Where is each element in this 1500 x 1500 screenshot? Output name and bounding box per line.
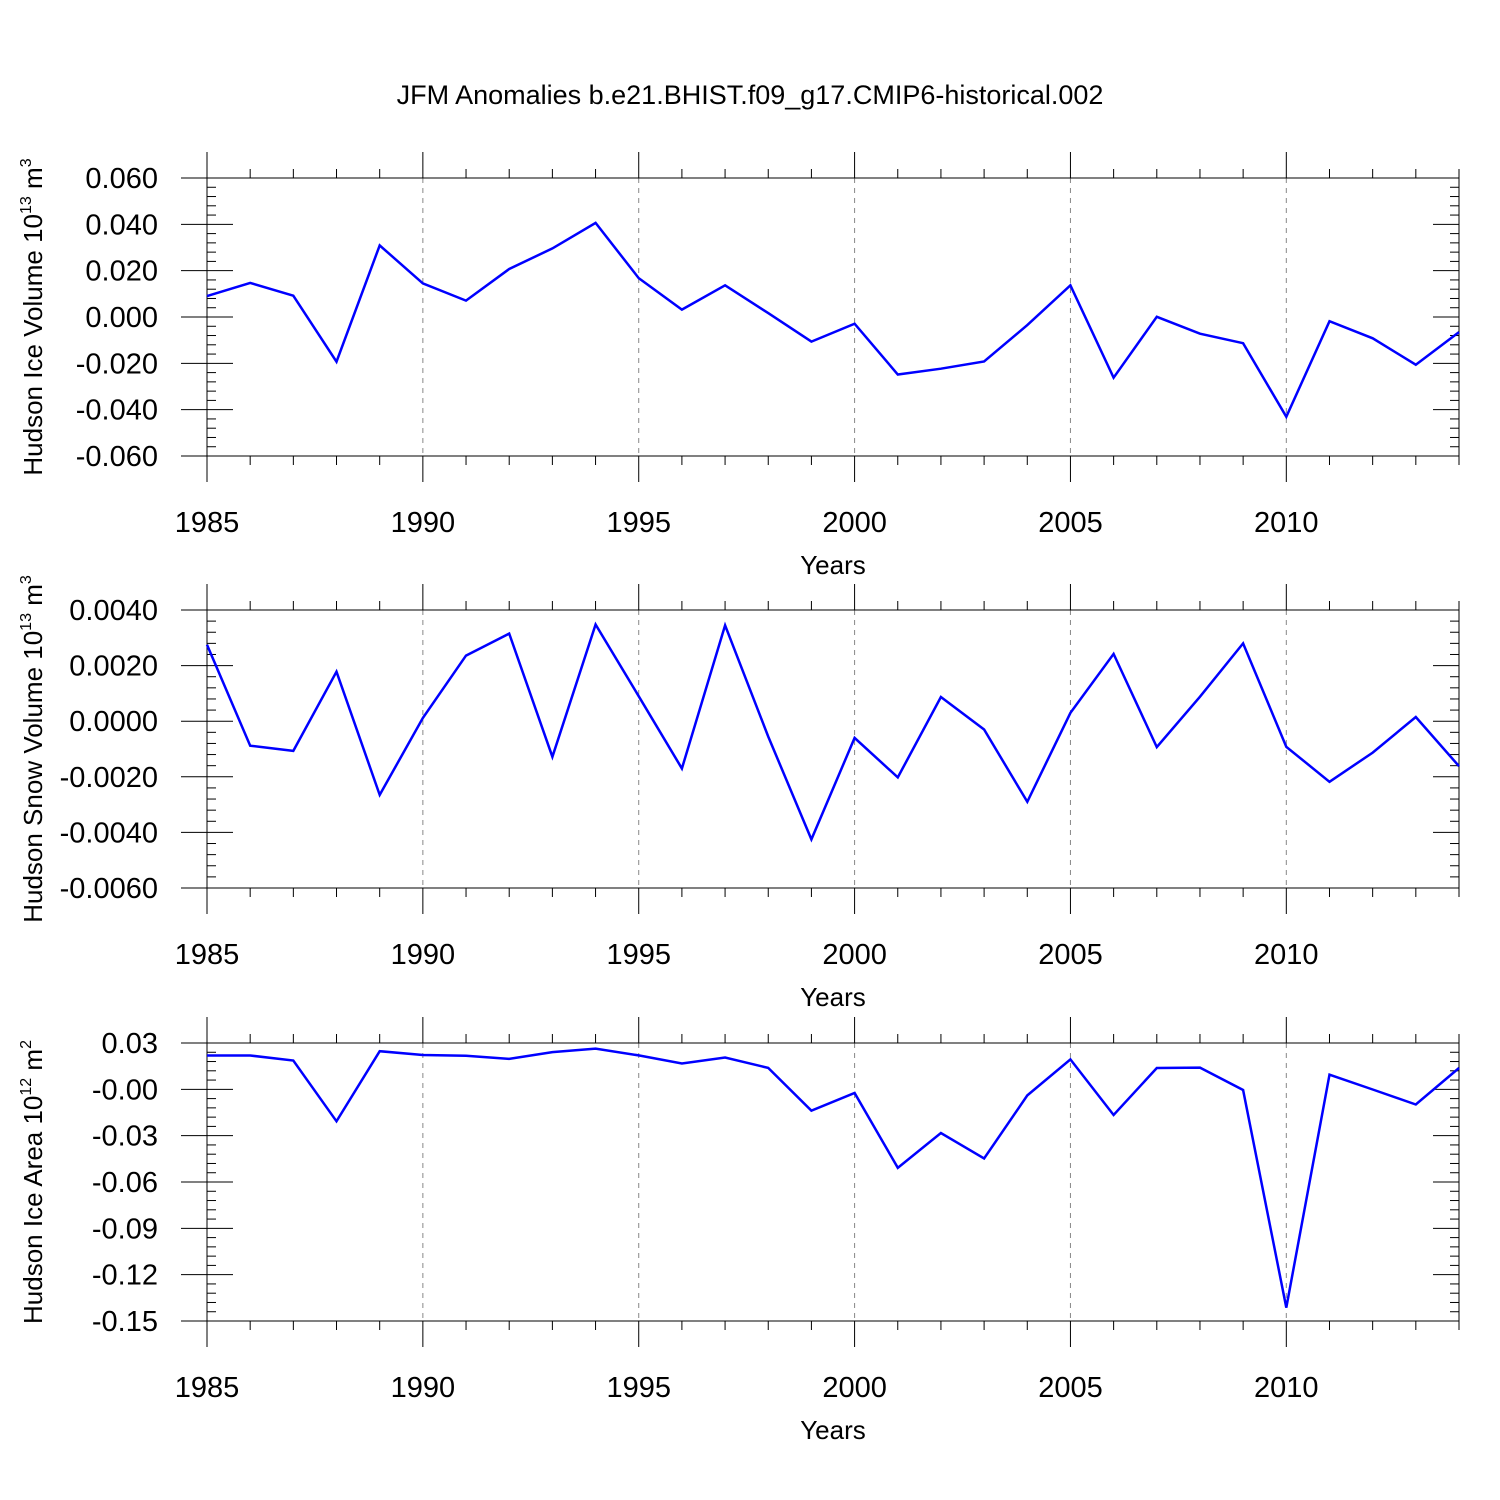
x-tick-label: 1985 (175, 939, 240, 971)
x-tick-label: 2005 (1038, 1372, 1103, 1404)
y-tick-label: 0.0020 (69, 651, 158, 683)
x-tick-label: 2000 (822, 507, 887, 539)
series-line (205, 621, 1460, 843)
y-axis-title-unit: m (18, 1049, 48, 1078)
y-axis-title-base: Hudson Ice Area 10 (18, 1096, 48, 1324)
y-axis-title-unit: m (18, 584, 48, 613)
x-tick-label: 2010 (1254, 1372, 1319, 1404)
panel-ice-area: 0.03 -0.00 -0.03 -0.06 -0.09 -0.12 -0.15 1985 19… (18, 1017, 1460, 1445)
figure-title: JFM Anomalies b.e21.BHIST.f09_g17.CMIP6-… (397, 80, 1104, 110)
y-axis-title-exponent: 13 (18, 613, 35, 631)
x-tick-label: 2000 (822, 1372, 887, 1404)
y-tick-label: 0.060 (85, 163, 158, 195)
x-tick-label: 1995 (606, 507, 671, 539)
x-tick-label: 1995 (606, 939, 671, 971)
x-tick-label: 1985 (175, 1372, 240, 1404)
x-tick-label: 2005 (1038, 939, 1103, 971)
y-tick-label: -0.15 (92, 1306, 158, 1338)
y-tick-label: -0.0060 (60, 873, 158, 905)
y-tick-label: 0.040 (85, 209, 158, 241)
x-axis-title: Years (800, 982, 866, 1012)
y-tick-label: -0.09 (92, 1213, 158, 1245)
x-tick-label: 2010 (1254, 507, 1319, 539)
x-axis-title: Years (800, 550, 866, 580)
y-tick-label: -0.00 (92, 1074, 158, 1106)
series-line (207, 1047, 1460, 1308)
y-tick-label: 0.0000 (69, 706, 158, 738)
y-tick-label: -0.0020 (60, 762, 158, 794)
y-tick-label: -0.03 (92, 1121, 158, 1153)
y-tick-label: -0.0040 (60, 817, 158, 849)
y-tick-label: -0.020 (76, 348, 158, 380)
y-tick-label: -0.12 (92, 1260, 158, 1292)
x-tick-label: 1985 (175, 507, 240, 539)
x-axis-title: Years (800, 1415, 866, 1445)
plot-frame (206, 177, 1460, 457)
y-axis-title-unit-exponent: 3 (18, 575, 35, 584)
y-axis-title: Hudson Ice Volume 1013 m3 (18, 158, 48, 475)
x-tick-label: 1990 (391, 939, 456, 971)
plot-frame (206, 609, 1460, 889)
y-tick-label: 0.000 (85, 302, 158, 334)
panel-snow-volume: 0.0040 0.0020 0.0000 -0.0020 -0.0040 -0.0060 1… (18, 575, 1460, 1012)
y-axis-title-base: Hudson Snow Volume 10 (18, 631, 48, 923)
y-tick-label: 0.020 (85, 256, 158, 288)
y-axis-title-unit: m (18, 167, 48, 196)
plot-frame (206, 1042, 1460, 1322)
panels: 0.060 0.040 0.020 0.000 -0.020 -0.040 -0.060 19… (18, 152, 1460, 1445)
x-tick-label: 2000 (822, 939, 887, 971)
x-tick-label: 2005 (1038, 507, 1103, 539)
x-tick-label: 2010 (1254, 939, 1319, 971)
y-tick-label: -0.040 (76, 395, 158, 427)
y-axis-title: Hudson Ice Area 1012 m2 (18, 1040, 48, 1324)
x-tick-label: 1990 (391, 1372, 456, 1404)
x-tick-label: 1990 (391, 507, 456, 539)
panel-ice-volume: 0.060 0.040 0.020 0.000 -0.020 -0.040 -0.060 19… (18, 152, 1460, 580)
y-axis-title-exponent: 12 (18, 1078, 35, 1096)
y-tick-label: 0.03 (102, 1028, 158, 1060)
y-tick-label: -0.060 (76, 441, 158, 473)
y-tick-label: 0.0040 (69, 595, 158, 627)
y-axis-title-exponent: 13 (18, 196, 35, 214)
series-line (206, 221, 1460, 420)
y-tick-label: -0.06 (92, 1167, 158, 1199)
y-axis-title-base: Hudson Ice Volume 10 (18, 214, 48, 476)
y-axis-title-unit-exponent: 2 (18, 1040, 35, 1049)
x-tick-label: 1995 (606, 1372, 671, 1404)
y-axis-title-unit-exponent: 3 (18, 158, 35, 167)
y-axis-title: Hudson Snow Volume 1013 m3 (18, 575, 48, 923)
